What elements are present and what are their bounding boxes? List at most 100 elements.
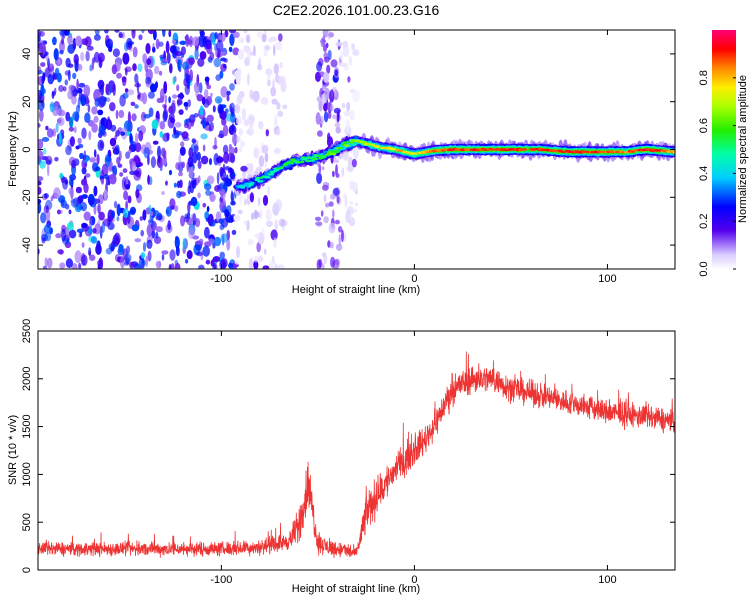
noise-blob: [205, 259, 211, 265]
noise-blob: [151, 230, 156, 239]
noise-blob: [204, 226, 210, 239]
noise-blob: [68, 84, 75, 92]
noise-blob: [233, 31, 240, 39]
noise-blob: [239, 192, 243, 205]
noise-blob: [267, 79, 271, 87]
noise-blob: [263, 248, 267, 255]
noise-blob: [343, 232, 347, 242]
noise-blob: [44, 257, 48, 267]
noise-blob: [75, 186, 82, 194]
signal-blob: [411, 152, 416, 155]
noise-blob: [115, 130, 120, 137]
noise-blob: [57, 249, 64, 255]
noise-blob: [183, 101, 189, 107]
noise-blob: [334, 122, 341, 128]
noise-blob: [47, 63, 55, 72]
noise-blob: [349, 110, 355, 121]
noise-blob: [158, 70, 163, 76]
noise-blob: [322, 184, 329, 191]
noise-blob: [114, 254, 121, 262]
noise-blob: [253, 209, 258, 220]
signal-blob: [300, 156, 306, 159]
noise-blob: [129, 206, 137, 215]
noise-blob: [173, 182, 177, 188]
noise-blob: [150, 83, 157, 93]
noise-blob: [188, 166, 193, 179]
noise-blob: [325, 202, 330, 208]
noise-blob: [93, 185, 98, 197]
noise-blob: [204, 183, 212, 191]
signal-blob: [601, 150, 607, 154]
noise-blob: [249, 192, 254, 203]
noise-blob: [189, 69, 194, 83]
noise-blob: [92, 162, 99, 172]
noise-blob: [80, 51, 85, 62]
noise-blob: [192, 36, 199, 47]
noise-blob: [249, 89, 254, 100]
noise-blob: [140, 229, 144, 237]
noise-blob: [81, 222, 88, 229]
noise-blob: [129, 261, 135, 269]
noise-blob: [146, 58, 152, 65]
colorbar-tick-label: 0.2: [698, 214, 710, 229]
noise-blob: [41, 75, 45, 85]
noise-blob: [214, 32, 218, 39]
noise-blob: [93, 115, 99, 123]
noise-blob: [91, 106, 98, 115]
noise-blob: [204, 89, 209, 99]
noise-blob: [143, 147, 150, 159]
noise-blob: [249, 257, 254, 269]
noise-blob: [38, 108, 44, 122]
noise-blob: [220, 51, 226, 56]
noise-blob: [273, 63, 279, 75]
noise-blob: [113, 232, 121, 246]
noise-blob: [150, 156, 156, 169]
signal-blob: [672, 151, 675, 154]
noise-blob: [71, 263, 78, 269]
noise-blob: [147, 30, 155, 35]
noise-blob: [199, 30, 204, 35]
noise-blob: [97, 52, 105, 63]
noise-blob: [258, 120, 264, 130]
signal-blob: [311, 157, 319, 161]
noise-blob: [87, 226, 93, 235]
noise-blob: [68, 229, 77, 239]
noise-blob: [179, 40, 187, 45]
noise-blob: [53, 187, 61, 200]
noise-blob: [265, 209, 272, 221]
noise-blob: [318, 163, 322, 175]
noise-blob: [72, 72, 77, 80]
noise-blob: [333, 154, 337, 164]
noise-blob: [323, 72, 330, 83]
noise-blob: [264, 152, 269, 163]
noise-blob: [89, 157, 96, 163]
noise-blob: [262, 144, 269, 154]
noise-blob: [61, 228, 66, 242]
noise-blob: [125, 175, 129, 187]
noise-blob: [277, 110, 284, 118]
signal-blob: [269, 173, 275, 176]
noise-blob: [321, 263, 325, 269]
noise-blob: [142, 209, 147, 221]
noise-blob: [55, 122, 59, 133]
noise-blob: [208, 57, 213, 64]
noise-blob: [199, 51, 207, 60]
noise-blob: [134, 238, 142, 243]
noise-blob: [120, 131, 126, 136]
noise-blob: [209, 193, 216, 202]
noise-blob: [86, 45, 94, 51]
noise-blob: [334, 69, 339, 76]
noise-blob: [315, 216, 322, 221]
noise-blob: [328, 222, 336, 234]
noise-blob: [132, 63, 137, 72]
signal-blob: [265, 176, 271, 179]
noise-blob: [243, 198, 248, 206]
noise-blob: [152, 46, 156, 53]
noise-blob: [346, 101, 350, 112]
snr-plot-area: [38, 351, 675, 559]
noise-blob: [59, 40, 65, 54]
noise-blob: [274, 73, 280, 83]
noise-blob: [212, 263, 218, 269]
noise-blob: [214, 136, 217, 149]
noise-blob: [233, 214, 241, 222]
